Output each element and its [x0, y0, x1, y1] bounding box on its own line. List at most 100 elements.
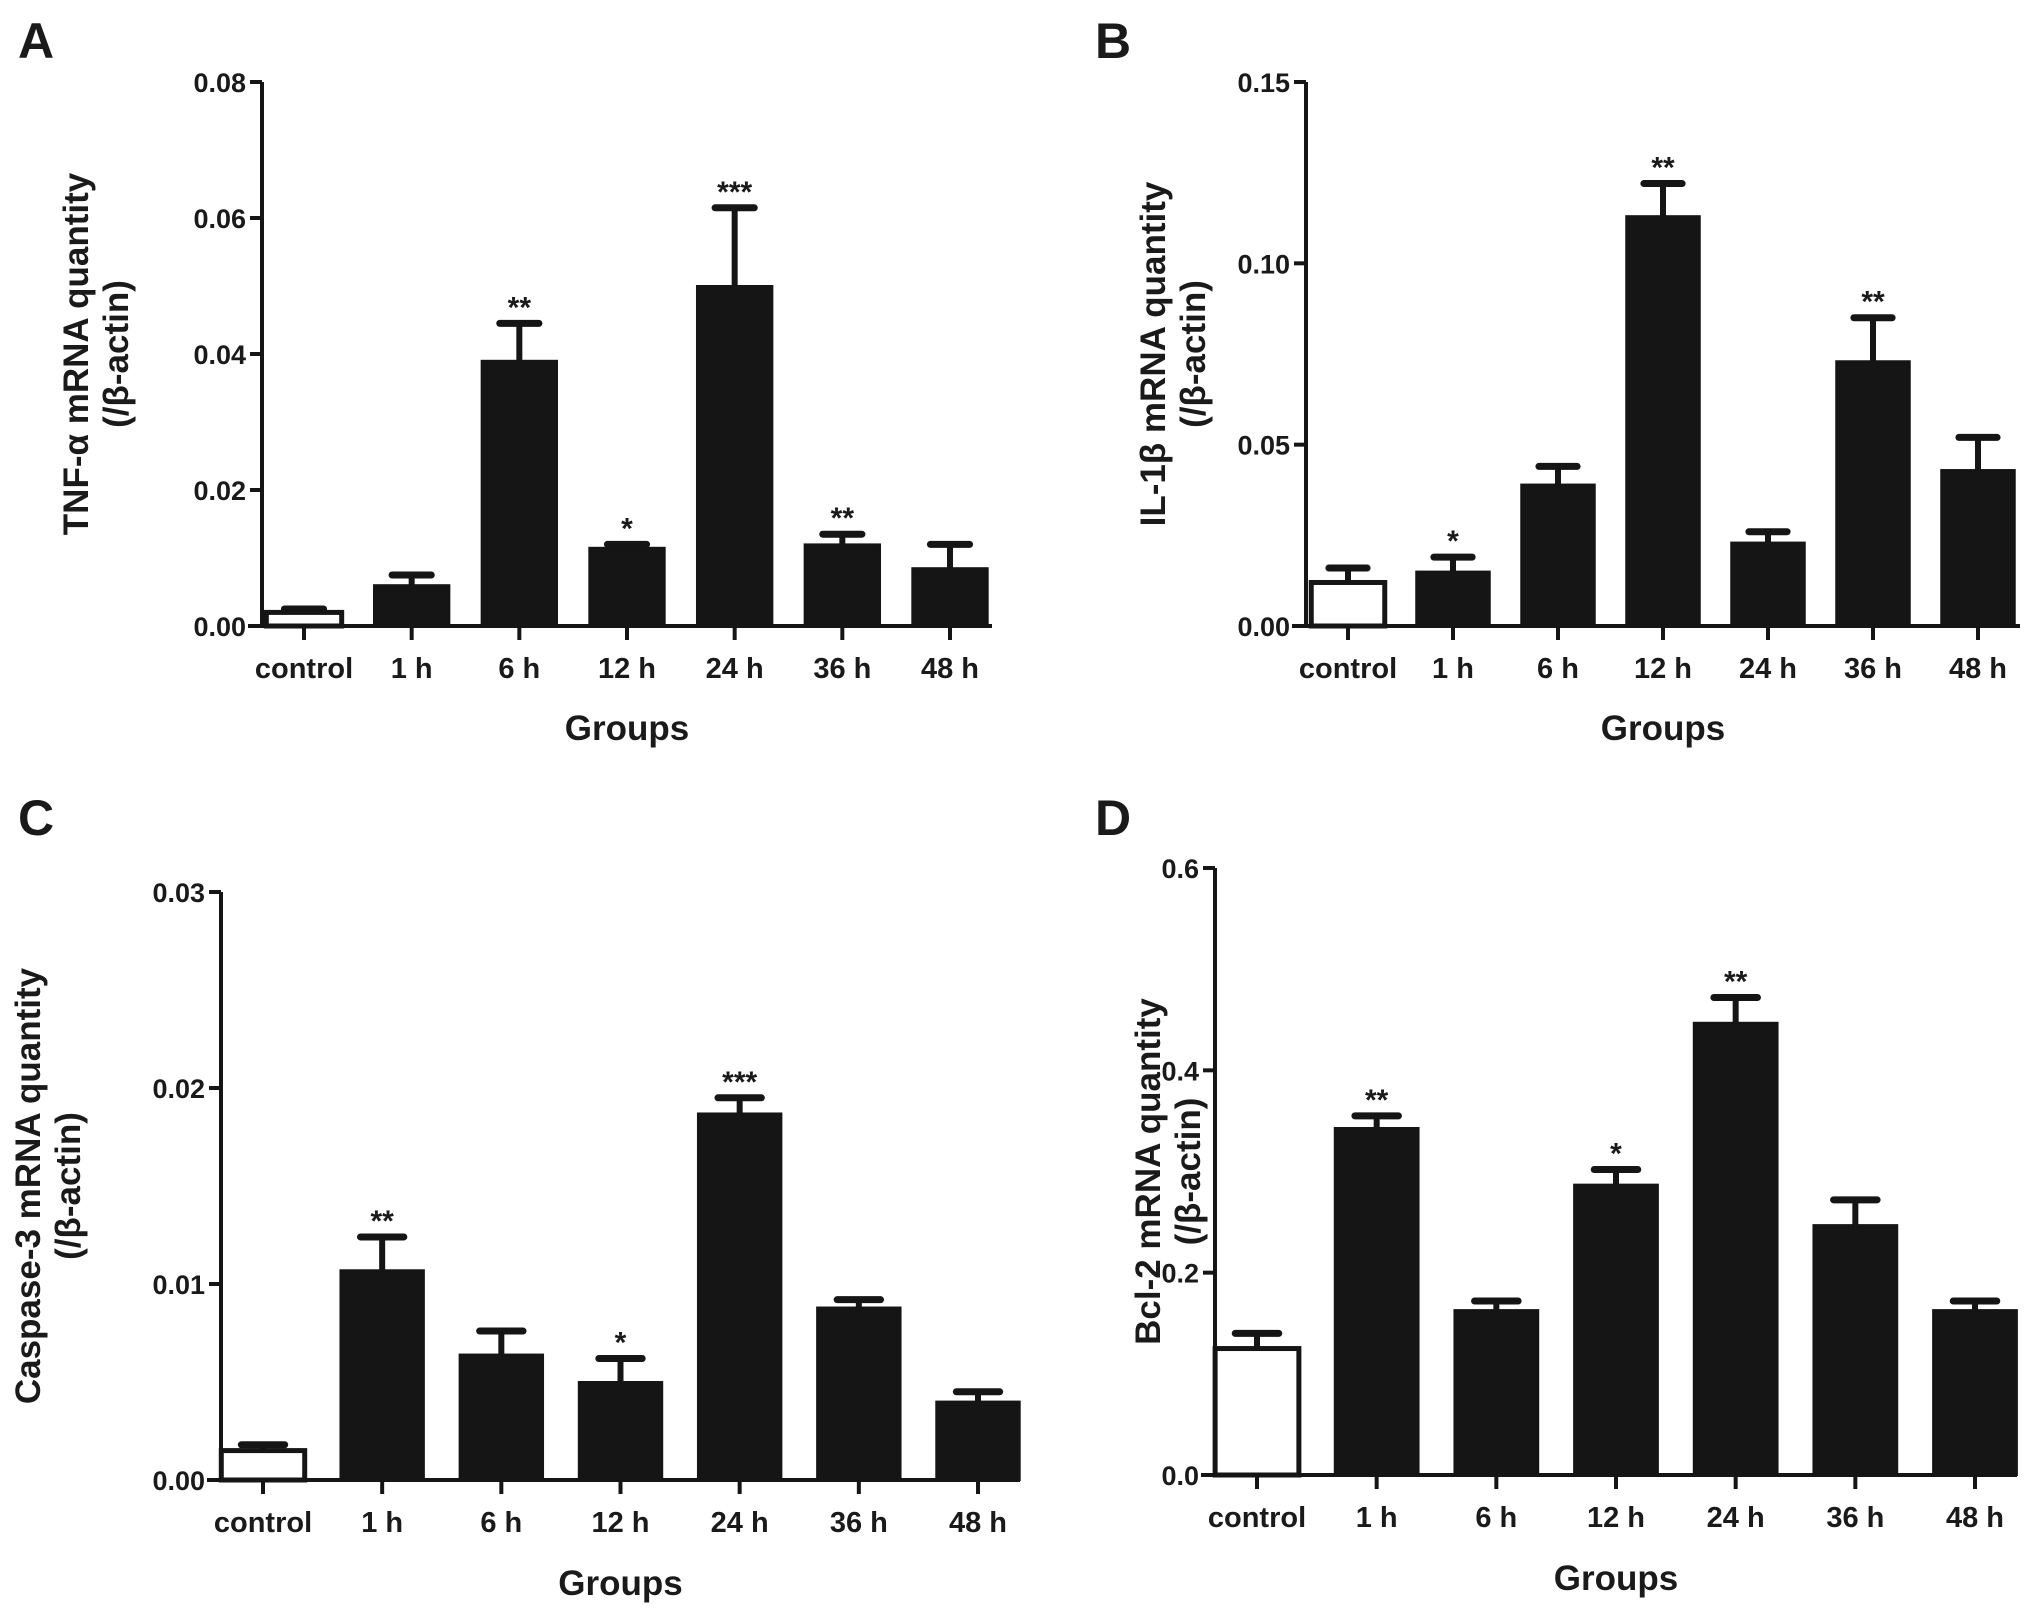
significance-label: ** [370, 1205, 394, 1238]
significance-label: ** [831, 502, 855, 535]
panel-letter: A [18, 13, 54, 69]
bar-36h [1812, 1224, 1899, 1476]
y-axis-title: IL-1β mRNA quantity [1134, 181, 1173, 526]
x-tick-label: 1 h [1356, 1502, 1398, 1534]
significance-label: *** [717, 176, 752, 209]
y-tick-label: 0.05 [1237, 431, 1290, 461]
x-tick-label: 36 h [1844, 653, 1902, 685]
bar-24h [1730, 541, 1806, 627]
bar-24h [1692, 1021, 1779, 1476]
x-axis-title: Groups [1554, 1559, 1678, 1598]
x-tick-label: 24 h [1707, 1502, 1765, 1534]
x-tick-label: 12 h [598, 653, 656, 685]
x-tick-label: 1 h [1432, 653, 1474, 685]
y-tick-label: 0.10 [1237, 249, 1290, 279]
y-tick-label: 0.0 [1161, 1461, 1199, 1491]
x-tick-label: control [255, 653, 353, 685]
y-tick-label: 0.04 [193, 340, 246, 370]
bar-48h [911, 567, 989, 628]
x-tick-label: 48 h [921, 653, 979, 685]
panel-letter: D [1095, 790, 1131, 846]
bar-6h [1520, 483, 1596, 627]
significance-label: * [621, 512, 633, 545]
significance-label: * [615, 1326, 627, 1359]
x-tick-label: 48 h [1949, 653, 2007, 685]
bar-36h [816, 1306, 902, 1482]
x-tick-label: 12 h [591, 1507, 649, 1539]
y-axis-title: TNF-α mRNA quantity [57, 172, 96, 535]
y-tick-label: 0.02 [193, 476, 246, 506]
bar-48h [1932, 1309, 2018, 1477]
bar-1h [339, 1269, 425, 1482]
x-tick-label: 12 h [1634, 653, 1692, 685]
x-axis-title: Groups [558, 1564, 682, 1603]
y-tick-label: 0.02 [152, 1074, 205, 1104]
y-tick-label: 0.2 [1161, 1259, 1199, 1289]
bar-48h [1940, 469, 2016, 628]
bar-control [263, 609, 345, 629]
y-tick-label: 0.6 [1161, 854, 1199, 884]
bar-control [218, 1448, 308, 1483]
y-tick-label: 0.00 [152, 1466, 205, 1496]
x-tick-label: 48 h [949, 1507, 1007, 1539]
significance-label: ** [1651, 152, 1675, 185]
x-tick-label: 1 h [391, 653, 433, 685]
x-axis-title: Groups [1601, 709, 1725, 748]
y-axis-title: Caspase-3 mRNA quantity [9, 967, 48, 1404]
bar-12h [1573, 1183, 1659, 1476]
x-tick-label: 48 h [1946, 1502, 2004, 1534]
x-tick-label: 1 h [361, 1507, 403, 1539]
y-axis-title-unit: (/β-actin) [97, 280, 136, 428]
panel-b: B 0.00 0.05 0.10 0.15 control 1 h * 6 h 12 h ** 24 … [1095, 13, 2020, 748]
x-axis-title: Groups [565, 709, 689, 748]
y-axis-title-unit: (/β-actin) [1169, 1098, 1208, 1246]
x-tick-label: 24 h [1739, 653, 1797, 685]
y-tick-label: 0.08 [193, 68, 246, 98]
x-tick-label: 6 h [480, 1507, 522, 1539]
bar-control [1212, 1346, 1302, 1478]
panel-a: A 0.00 0.02 0.04 0.06 0.08 control 1 h 6 h ** 12 h… [18, 13, 992, 748]
panel-letter: C [18, 790, 54, 846]
bar-1h [372, 584, 451, 628]
bar-36h [1835, 360, 1911, 627]
y-tick-label: 0.4 [1161, 1056, 1199, 1086]
bar-1h [1333, 1126, 1420, 1476]
significance-label: ** [1724, 965, 1748, 998]
bar-48h [935, 1400, 1021, 1481]
significance-label: * [1447, 525, 1459, 558]
significance-label: *** [722, 1066, 757, 1099]
y-axis-title-unit: (/β-actin) [1174, 280, 1213, 428]
y-tick-label: 0.00 [193, 612, 246, 642]
panel-letter: B [1095, 13, 1131, 69]
bar-36h [803, 543, 882, 628]
y-tick-label: 0.01 [152, 1270, 205, 1300]
y-axis-title-unit: (/β-actin) [49, 1112, 88, 1260]
bar-24h [695, 285, 774, 627]
x-tick-label: 24 h [706, 653, 764, 685]
x-tick-label: 36 h [830, 1507, 888, 1539]
bar-control [1308, 579, 1388, 629]
x-tick-label: 6 h [498, 653, 540, 685]
bar-6h [480, 359, 559, 627]
bar-12h [588, 546, 666, 627]
x-tick-label: control [1208, 1502, 1306, 1534]
bar-12h [577, 1381, 664, 1481]
panel-d: D 0.0 0.2 0.4 0.6 control 1 h ** 6 h 12 h * 24 h ** 3… [1095, 790, 2018, 1598]
x-tick-label: control [214, 1507, 312, 1539]
significance-label: ** [1365, 1084, 1389, 1117]
x-tick-label: 36 h [1826, 1502, 1884, 1534]
bar-6h [458, 1353, 545, 1482]
y-tick-label: 0.15 [1237, 68, 1290, 98]
panel-c: C 0.00 0.01 0.02 0.03 control 1 h ** 6 h 12 h * 24 … [9, 790, 1021, 1603]
significance-label: * [1610, 1137, 1622, 1170]
x-tick-label: 6 h [1537, 653, 1579, 685]
y-tick-label: 0.00 [1237, 612, 1290, 642]
bar-1h [1415, 570, 1491, 627]
y-tick-label: 0.03 [152, 878, 205, 908]
x-tick-label: control [1299, 653, 1397, 685]
y-tick-label: 0.06 [193, 204, 246, 234]
x-tick-label: 12 h [1587, 1502, 1645, 1534]
bar-24h [696, 1112, 783, 1481]
y-axis-title: Bcl-2 mRNA quantity [1129, 998, 1168, 1345]
